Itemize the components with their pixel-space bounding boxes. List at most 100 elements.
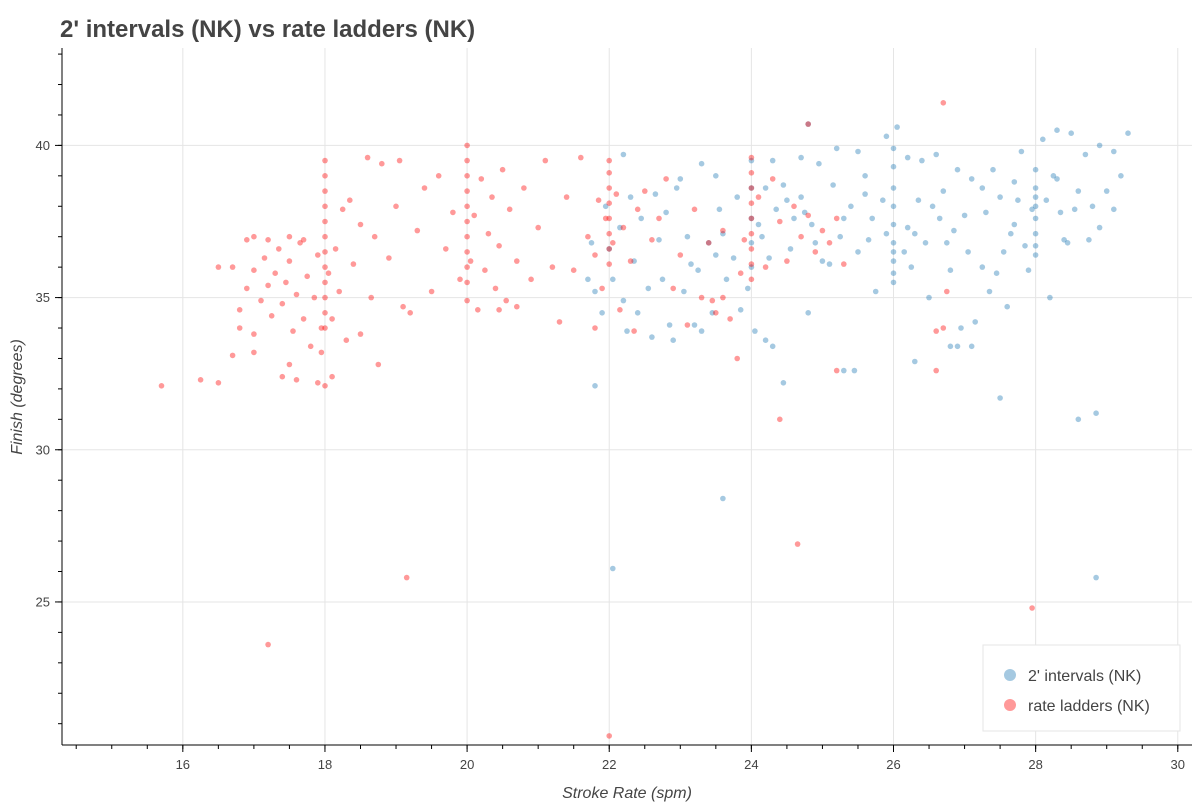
- interval-point: [890, 279, 897, 286]
- interval-point: [798, 194, 804, 200]
- x-tick-label: 22: [602, 757, 616, 772]
- interval-point: [713, 173, 719, 179]
- ladder-point: [755, 194, 762, 200]
- interval-point: [748, 240, 755, 246]
- ladder-point: [322, 233, 328, 240]
- ladder-point: [563, 194, 570, 200]
- ladder-point: [727, 316, 733, 322]
- interval-point: [1032, 230, 1039, 237]
- interval-point: [890, 221, 897, 228]
- interval-point: [1032, 185, 1039, 191]
- legend-marker-ladders: [1004, 699, 1016, 711]
- ladder-point: [933, 328, 939, 334]
- ladder-point: [748, 276, 755, 283]
- ladder-point: [322, 218, 328, 225]
- chart-title: 2' intervals (NK) vs rate ladders (NK): [60, 16, 475, 43]
- ladder-point: [322, 310, 328, 316]
- interval-point: [1111, 148, 1117, 155]
- ladder-point: [407, 310, 414, 316]
- interval-point: [1032, 243, 1039, 249]
- ladder-point: [197, 377, 204, 383]
- interval-point: [720, 495, 726, 502]
- ladder-point: [336, 288, 343, 295]
- ladder-point: [322, 249, 328, 255]
- interval-point: [947, 343, 954, 350]
- ladder-point: [307, 343, 314, 350]
- interval-point: [617, 224, 623, 231]
- x-tick-label: 28: [1028, 757, 1042, 772]
- interval-point: [983, 209, 989, 216]
- x-axis-label: Stroke Rate (spm): [562, 785, 692, 802]
- interval-point: [954, 166, 961, 173]
- y-tick-label: 30: [36, 442, 50, 457]
- interval-point: [634, 310, 641, 316]
- interval-point: [862, 173, 868, 179]
- interval-point: [830, 182, 836, 188]
- interval-point: [1043, 197, 1050, 203]
- ladder-point: [343, 337, 350, 344]
- interval-point: [890, 249, 897, 255]
- interval-point: [1071, 206, 1078, 213]
- ladder-point: [464, 297, 470, 304]
- ladder-point: [325, 270, 332, 277]
- ladder-point: [350, 261, 357, 267]
- legend-box: [982, 644, 1181, 732]
- ladder-point: [322, 264, 328, 270]
- interval-point: [1118, 173, 1124, 179]
- interval-point: [872, 288, 879, 295]
- ladder-point: [357, 221, 364, 228]
- interval-point: [819, 258, 826, 264]
- ladder-point: [670, 285, 676, 292]
- interval-point: [737, 307, 744, 313]
- x-tick-label: 30: [1171, 757, 1185, 772]
- ladder-point: [215, 380, 222, 386]
- interval-point: [947, 267, 954, 274]
- ladder-point: [784, 258, 790, 264]
- ladder-point: [329, 373, 335, 380]
- ladder-point: [464, 142, 470, 149]
- ladder-point: [720, 294, 726, 301]
- interval-point: [1054, 176, 1060, 182]
- interval-point: [773, 206, 779, 213]
- interval-point: [904, 224, 911, 231]
- ladder-point: [478, 176, 485, 182]
- interval-point: [1022, 243, 1028, 249]
- ladder-point: [485, 230, 492, 237]
- ladder-point: [705, 240, 712, 246]
- ladder-point: [467, 258, 474, 264]
- interval-point: [958, 325, 964, 331]
- interval-point: [865, 237, 872, 243]
- interval-point: [1000, 249, 1007, 255]
- interval-point: [1029, 206, 1035, 213]
- interval-point: [837, 233, 843, 240]
- ladder-point: [762, 264, 769, 270]
- interval-point: [791, 215, 797, 222]
- legend-label-ladders: rate ladders (NK): [1028, 698, 1150, 715]
- x-tick-label: 26: [886, 757, 900, 772]
- ladder-point: [229, 352, 236, 359]
- interval-point: [912, 358, 918, 365]
- interval-point: [769, 343, 776, 350]
- ladder-point: [322, 157, 328, 164]
- ladder-point: [339, 206, 346, 213]
- y-tick-label: 40: [36, 138, 50, 153]
- ladder-point: [286, 233, 293, 240]
- ladder-point: [514, 258, 520, 264]
- ladder-point: [322, 294, 328, 301]
- ladder-point: [606, 170, 612, 176]
- interval-point: [944, 240, 950, 246]
- ladder-point: [322, 279, 328, 286]
- ladder-point: [300, 316, 307, 322]
- interval-point: [698, 160, 705, 167]
- ladder-point: [403, 574, 410, 581]
- ladder-point: [279, 300, 286, 307]
- ladder-point: [215, 264, 222, 270]
- ladder-point: [595, 197, 602, 203]
- ladder-point: [777, 416, 783, 423]
- ladder-point: [428, 288, 435, 295]
- interval-point: [965, 249, 971, 255]
- interval-point: [901, 249, 907, 255]
- interval-point: [936, 215, 943, 222]
- interval-point: [894, 124, 900, 130]
- ladder-point: [450, 209, 456, 216]
